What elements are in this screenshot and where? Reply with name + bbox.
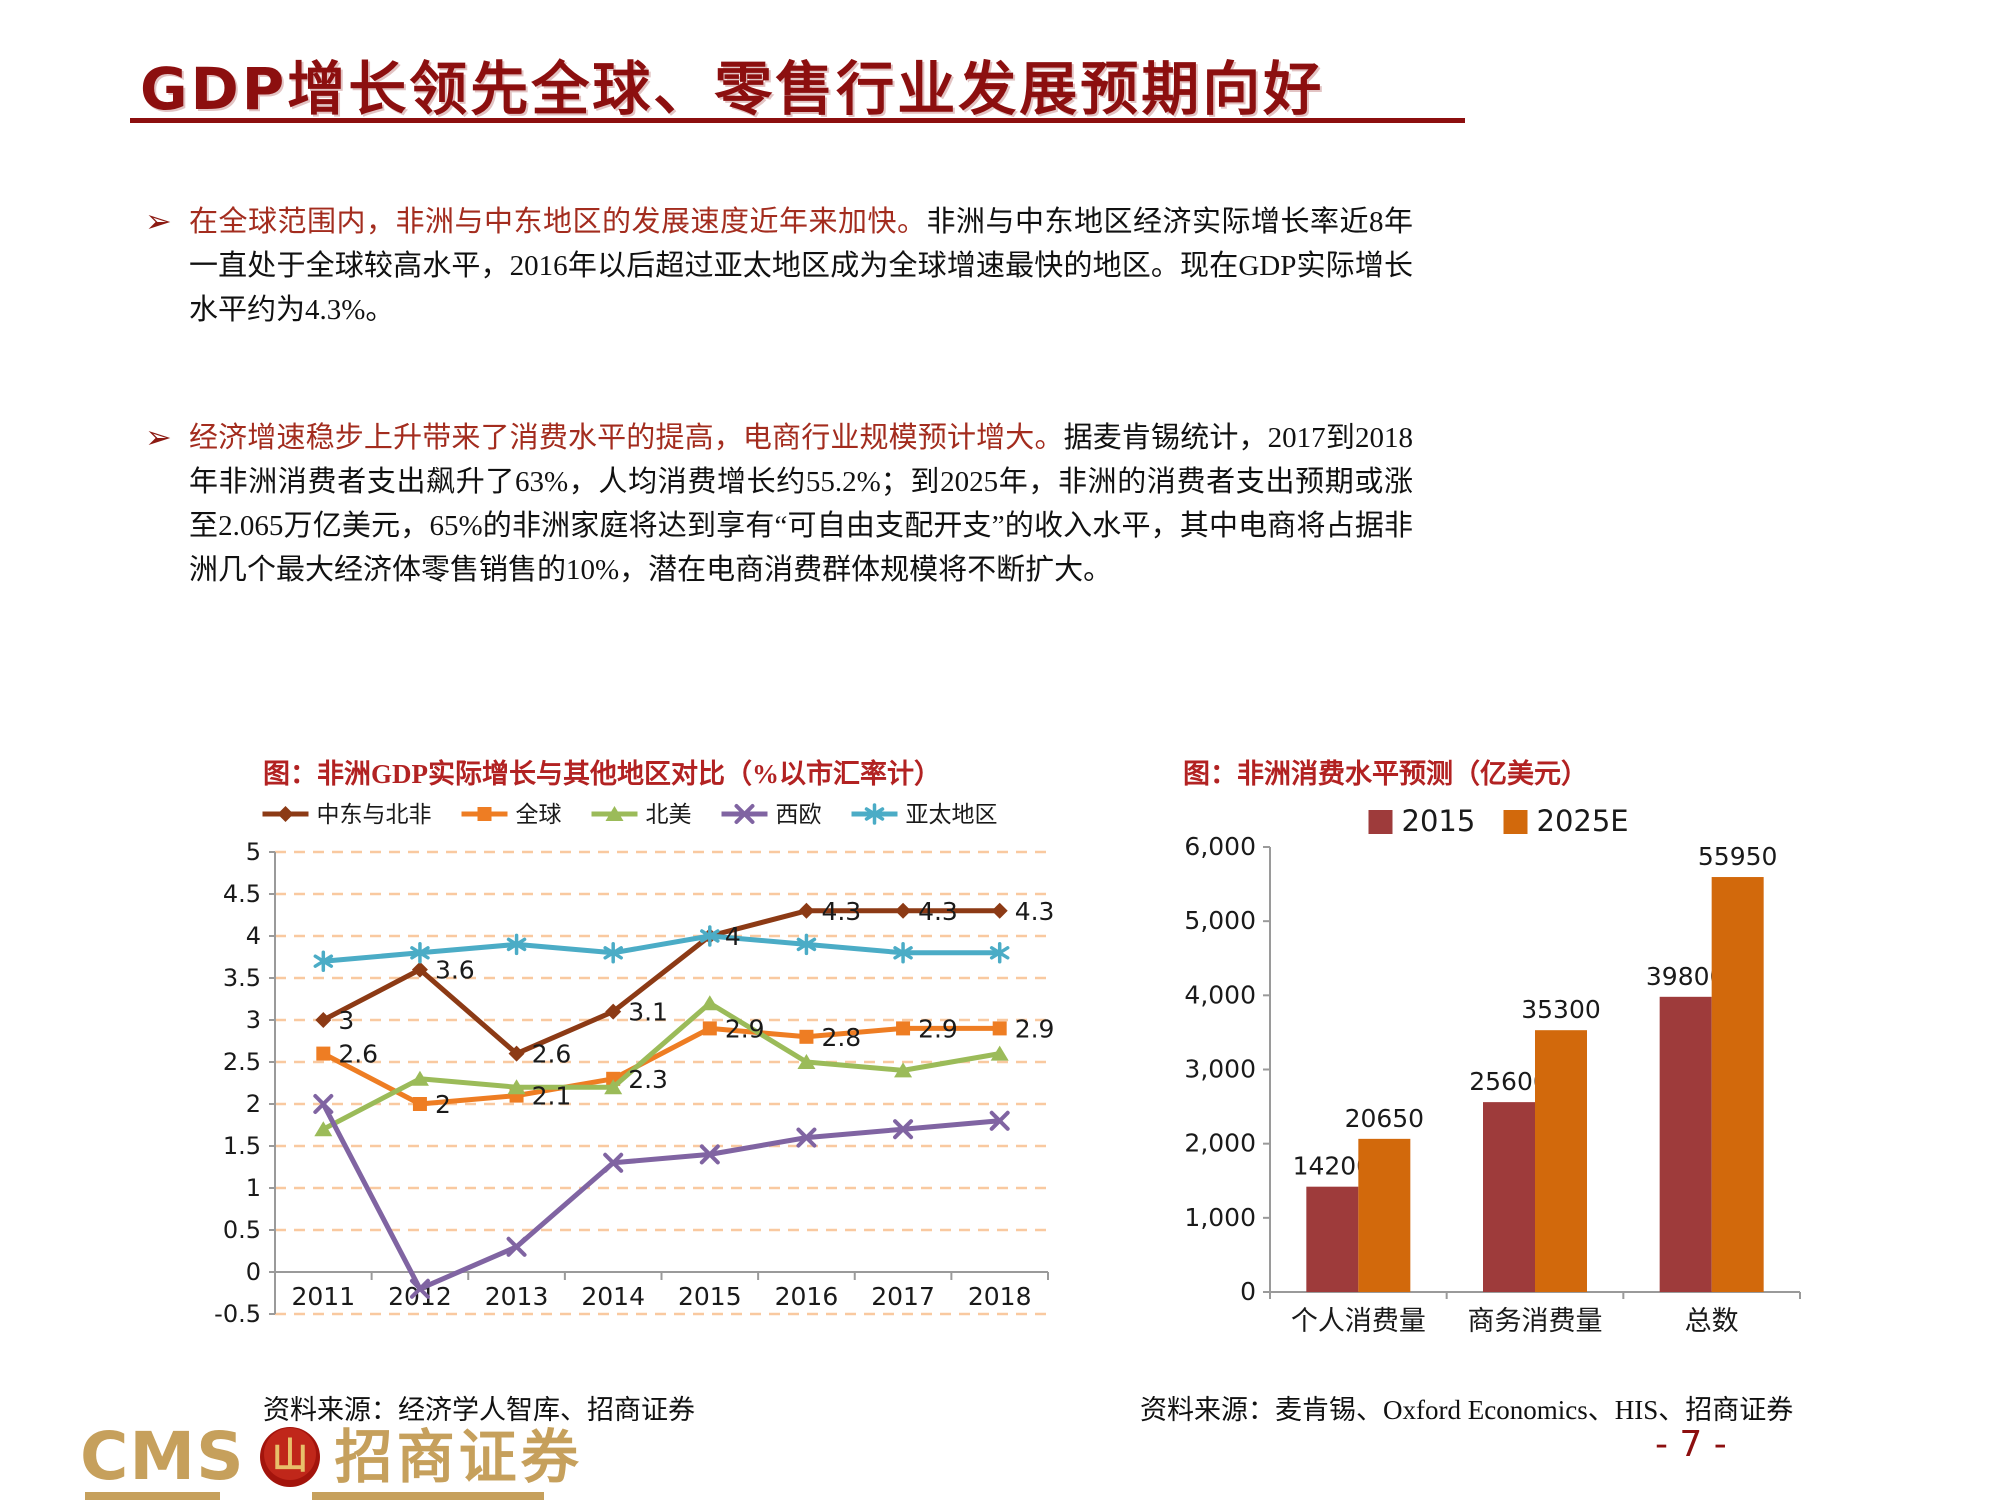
- cms-logo-text: CMS: [80, 1418, 245, 1495]
- svg-text:3,000: 3,000: [1184, 1055, 1256, 1084]
- left-chart-title: 图：非洲GDP实际增长与其他地区对比（%以市汇率计）: [263, 759, 941, 789]
- consumption-bar-chart-svg: 0 1,000 2,000 3,000 4,000 5,000 6,000 2015 2025E…: [1184, 804, 1801, 1337]
- cms-emblem-icon: 山: [259, 1427, 320, 1487]
- svg-text:3: 3: [338, 1006, 354, 1035]
- series-line-4: [323, 933, 1000, 964]
- svg-text:3.1: 3.1: [628, 998, 668, 1027]
- svg-text:6,000: 6,000: [1184, 832, 1256, 861]
- svg-text:2014: 2014: [581, 1282, 645, 1311]
- bullet-arrow-icon: ➢: [145, 202, 172, 240]
- svg-text:2017: 2017: [871, 1282, 935, 1311]
- svg-text:3: 3: [246, 1006, 261, 1034]
- svg-text:2.1: 2.1: [532, 1082, 572, 1111]
- svg-text:4.3: 4.3: [918, 897, 958, 926]
- svg-text:2013: 2013: [485, 1282, 549, 1311]
- svg-text:4.3: 4.3: [821, 897, 861, 926]
- cms-logo: CMS 山 招商证券: [80, 1424, 583, 1490]
- svg-text:3.5: 3.5: [223, 964, 261, 992]
- series-line-2: [322, 1000, 1001, 1132]
- bar-2015-1: [1483, 1102, 1535, 1292]
- svg-text:4.5: 4.5: [223, 880, 261, 908]
- svg-text:1.5: 1.5: [223, 1132, 261, 1160]
- right-chart-title: 图：非洲消费水平预测（亿美元）: [1183, 759, 1588, 789]
- bullet-lead-1: 在全球范围内，非洲与中东地区的发展速度近年来加快。: [189, 206, 927, 238]
- svg-text:2.6: 2.6: [532, 1040, 572, 1069]
- svg-text:亚太地区: 亚太地区: [906, 802, 998, 828]
- svg-text:2025E: 2025E: [1537, 804, 1629, 838]
- svg-text:5,000: 5,000: [1184, 906, 1256, 935]
- bar-2025E-0: [1358, 1138, 1411, 1292]
- svg-text:0: 0: [1240, 1277, 1256, 1306]
- svg-text:0.5: 0.5: [223, 1216, 261, 1244]
- bar-2025E-1: [1535, 1030, 1587, 1292]
- svg-text:0: 0: [246, 1258, 261, 1286]
- svg-text:35300: 35300: [1521, 995, 1601, 1024]
- svg-text:2015: 2015: [678, 1282, 742, 1311]
- bar-2025E-2: [1711, 877, 1764, 1292]
- svg-text:2011: 2011: [292, 1282, 356, 1311]
- svg-text:全球: 全球: [516, 802, 562, 828]
- svg-text:4,000: 4,000: [1184, 980, 1256, 1009]
- svg-text:1,000: 1,000: [1184, 1203, 1256, 1232]
- svg-text:2.9: 2.9: [725, 1014, 765, 1043]
- svg-text:1: 1: [246, 1174, 261, 1202]
- svg-text:2018: 2018: [968, 1282, 1032, 1311]
- svg-text:2,000: 2,000: [1184, 1129, 1256, 1158]
- bullet-item-2: ➢ 经济增速稳步上升带来了消费水平的提高，电商行业规模预计增大。据麦肯锡统计，2…: [145, 416, 1413, 592]
- svg-text:2015: 2015: [1402, 804, 1476, 838]
- svg-text:-0.5: -0.5: [214, 1300, 261, 1328]
- svg-text:北美: 北美: [646, 802, 692, 828]
- left-chart-source: 资料来源：经济学人智库、招商证券: [263, 1395, 695, 1425]
- series-line-0: [322, 908, 1000, 1057]
- svg-text:55950: 55950: [1698, 842, 1778, 871]
- svg-text:商务消费量: 商务消费量: [1468, 1306, 1603, 1337]
- svg-text:2.3: 2.3: [628, 1065, 668, 1094]
- svg-text:2.9: 2.9: [918, 1014, 958, 1043]
- svg-text:个人消费量: 个人消费量: [1291, 1306, 1426, 1337]
- series-line-1: [322, 1025, 1000, 1107]
- svg-text:2: 2: [435, 1090, 451, 1119]
- svg-text:西欧: 西欧: [776, 802, 822, 828]
- svg-text:20650: 20650: [1345, 1104, 1425, 1133]
- bullet-text-2: 经济增速稳步上升带来了消费水平的提高，电商行业规模预计增大。据麦肯锡统计，201…: [189, 416, 1413, 592]
- series-line-3: [321, 1102, 1000, 1292]
- svg-text:4: 4: [246, 922, 261, 950]
- svg-text:3.6: 3.6: [435, 956, 475, 985]
- page-title: GDP增长领先全球、零售行业发展预期向好: [140, 55, 1325, 123]
- bullet-lead-2: 经济增速稳步上升带来了消费水平的提高，电商行业规模预计增大。: [189, 422, 1064, 454]
- svg-text:5: 5: [246, 838, 261, 866]
- svg-text:4.3: 4.3: [1015, 897, 1055, 926]
- svg-text:2016: 2016: [775, 1282, 839, 1311]
- svg-text:总数: 总数: [1685, 1306, 1739, 1337]
- svg-text:中东与北非: 中东与北非: [317, 802, 432, 828]
- bullet-arrow-icon: ➢: [145, 418, 172, 456]
- page-number: - 7 -: [1655, 1424, 1727, 1465]
- bullet-body-1: 非洲与中东地区经济实际增长率近8年一直处于全球较高水平，2016年以后超过亚太地…: [189, 206, 1413, 326]
- bar-2015-2: [1659, 996, 1712, 1292]
- bullet-text-1: 在全球范围内，非洲与中东地区的发展速度近年来加快。非洲与中东地区经济实际增长率近…: [189, 200, 1413, 332]
- bullet-list: ➢ 在全球范围内，非洲与中东地区的发展速度近年来加快。非洲与中东地区经济实际增长…: [145, 200, 1413, 676]
- svg-text:2.9: 2.9: [1015, 1014, 1055, 1043]
- logo-underline-bar: [312, 1492, 544, 1500]
- bullet-item-1: ➢ 在全球范围内，非洲与中东地区的发展速度近年来加快。非洲与中东地区经济实际增长…: [145, 200, 1413, 332]
- svg-text:山: 山: [272, 1436, 308, 1477]
- gdp-line-chart: 5 4.5 4 3.5 3 2.5 2 1.5 1 0.5 0 -0.5 2011 2012 2013 201…: [190, 792, 1070, 1380]
- cms-logo-cn-text: 招商证券: [334, 1423, 583, 1491]
- consumption-bar-chart: 0 1,000 2,000 3,000 4,000 5,000 6,000 2015 2025E…: [1180, 792, 1820, 1380]
- right-chart-source: 资料来源：麦肯锡、Oxford Economics、HIS、招商证券: [1140, 1395, 1794, 1425]
- svg-text:4: 4: [725, 922, 741, 951]
- svg-text:2: 2: [246, 1090, 261, 1118]
- svg-text:2.8: 2.8: [821, 1023, 861, 1052]
- logo-underline-bar: [85, 1492, 220, 1500]
- svg-text:2.5: 2.5: [223, 1048, 261, 1076]
- bar-2015-0: [1306, 1186, 1359, 1292]
- title-underline: [130, 118, 1465, 123]
- svg-text:2.6: 2.6: [338, 1040, 378, 1069]
- bullet-body-2: 据麦肯锡统计，2017到2018年非洲消费者支出飙升了63%，人均消费增长约55…: [189, 422, 1413, 586]
